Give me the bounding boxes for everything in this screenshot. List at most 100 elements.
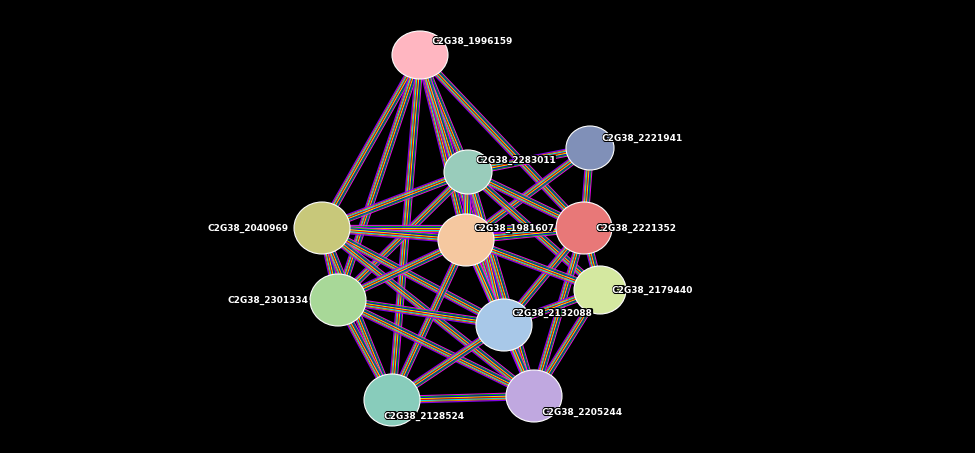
- Text: C2G38_2040969: C2G38_2040969: [208, 223, 290, 232]
- Text: C2G38_2205244: C2G38_2205244: [541, 407, 622, 417]
- Ellipse shape: [476, 299, 532, 351]
- Text: C2G38_2221352: C2G38_2221352: [595, 222, 676, 231]
- Ellipse shape: [556, 202, 612, 254]
- Text: C2G38_2221352: C2G38_2221352: [596, 223, 677, 232]
- Text: C2G38_2283011: C2G38_2283011: [475, 156, 556, 165]
- Text: C2G38_2179440: C2G38_2179440: [611, 286, 692, 295]
- Text: C2G38_1996159: C2G38_1996159: [433, 35, 515, 44]
- Text: C2G38_2132088: C2G38_2132088: [513, 308, 594, 318]
- Text: C2G38_2040969: C2G38_2040969: [208, 222, 290, 231]
- Text: C2G38_2221352: C2G38_2221352: [595, 224, 676, 234]
- Text: C2G38_2132088: C2G38_2132088: [512, 308, 593, 318]
- Text: C2G38_2301334: C2G38_2301334: [227, 295, 308, 304]
- Text: C2G38_2128524: C2G38_2128524: [383, 411, 464, 420]
- Text: C2G38_2205244: C2G38_2205244: [543, 409, 624, 418]
- Ellipse shape: [364, 374, 420, 426]
- Text: C2G38_2128524: C2G38_2128524: [385, 410, 466, 419]
- Text: C2G38_2128524: C2G38_2128524: [384, 411, 465, 420]
- Text: C2G38_2221352: C2G38_2221352: [597, 222, 678, 231]
- Text: C2G38_1996159: C2G38_1996159: [433, 36, 515, 46]
- Text: C2G38_2040969: C2G38_2040969: [206, 224, 287, 234]
- Text: C2G38_1996159: C2G38_1996159: [433, 38, 515, 47]
- Text: C2G38_2128524: C2G38_2128524: [384, 410, 465, 419]
- Text: C2G38_2301334: C2G38_2301334: [228, 295, 309, 304]
- Text: C2G38_2301334: C2G38_2301334: [227, 296, 308, 306]
- Text: C2G38_2205244: C2G38_2205244: [542, 407, 623, 417]
- Text: C2G38_2301334: C2G38_2301334: [227, 294, 308, 304]
- Text: C2G38_2283011: C2G38_2283011: [476, 156, 557, 165]
- Text: C2G38_2128524: C2G38_2128524: [383, 412, 464, 422]
- Text: C2G38_2128524: C2G38_2128524: [384, 412, 465, 422]
- Text: C2G38_2132088: C2G38_2132088: [511, 308, 592, 318]
- Text: C2G38_2221941: C2G38_2221941: [601, 134, 682, 143]
- Text: C2G38_2179440: C2G38_2179440: [612, 286, 693, 295]
- Text: C2G38_2221941: C2G38_2221941: [601, 132, 682, 142]
- Text: C2G38_2179440: C2G38_2179440: [611, 285, 692, 294]
- Text: C2G38_1996159: C2G38_1996159: [431, 36, 513, 46]
- Text: C2G38_2221941: C2G38_2221941: [603, 135, 684, 144]
- Text: C2G38_2301334: C2G38_2301334: [228, 296, 309, 306]
- Text: C2G38_2283011: C2G38_2283011: [477, 156, 558, 165]
- Text: C2G38_1981607: C2G38_1981607: [473, 222, 554, 231]
- Text: C2G38_2221941: C2G38_2221941: [602, 135, 683, 144]
- Text: C2G38_1996159: C2G38_1996159: [431, 35, 513, 44]
- Text: C2G38_2132088: C2G38_2132088: [512, 309, 593, 318]
- Text: C2G38_2221352: C2G38_2221352: [596, 224, 677, 234]
- Text: C2G38_2283011: C2G38_2283011: [477, 155, 558, 164]
- Text: C2G38_2205244: C2G38_2205244: [543, 406, 624, 415]
- Text: C2G38_1981607: C2G38_1981607: [475, 222, 556, 231]
- Text: C2G38_2221941: C2G38_2221941: [602, 134, 683, 143]
- Text: C2G38_2205244: C2G38_2205244: [541, 406, 622, 415]
- Text: C2G38_1996159: C2G38_1996159: [431, 38, 513, 47]
- Text: C2G38_2301334: C2G38_2301334: [229, 294, 310, 304]
- Text: C2G38_2040969: C2G38_2040969: [207, 224, 289, 234]
- Text: C2G38_2283011: C2G38_2283011: [475, 154, 556, 164]
- Text: C2G38_2301334: C2G38_2301334: [229, 296, 310, 306]
- Text: C2G38_2221941: C2G38_2221941: [601, 135, 682, 144]
- Ellipse shape: [574, 266, 626, 314]
- Text: C2G38_2283011: C2G38_2283011: [476, 154, 557, 164]
- Text: C2G38_2040969: C2G38_2040969: [206, 222, 287, 231]
- Text: C2G38_2128524: C2G38_2128524: [385, 411, 466, 420]
- Text: C2G38_2179440: C2G38_2179440: [613, 286, 694, 295]
- Text: C2G38_2283011: C2G38_2283011: [476, 155, 557, 164]
- Ellipse shape: [444, 150, 492, 194]
- Text: C2G38_1996159: C2G38_1996159: [432, 38, 514, 47]
- Text: C2G38_1981607: C2G38_1981607: [474, 223, 555, 232]
- Text: C2G38_1981607: C2G38_1981607: [475, 224, 556, 234]
- Text: C2G38_2221352: C2G38_2221352: [595, 223, 676, 232]
- Text: C2G38_2040969: C2G38_2040969: [207, 223, 289, 232]
- Text: C2G38_2205244: C2G38_2205244: [541, 409, 622, 418]
- Text: C2G38_2205244: C2G38_2205244: [543, 407, 624, 417]
- Text: C2G38_2221352: C2G38_2221352: [597, 223, 678, 232]
- Text: C2G38_2040969: C2G38_2040969: [207, 222, 289, 231]
- Ellipse shape: [566, 126, 614, 170]
- Ellipse shape: [392, 31, 448, 79]
- Ellipse shape: [294, 202, 350, 254]
- Text: C2G38_2128524: C2G38_2128524: [385, 412, 466, 422]
- Ellipse shape: [438, 214, 494, 266]
- Text: C2G38_2283011: C2G38_2283011: [477, 154, 558, 164]
- Text: C2G38_2132088: C2G38_2132088: [513, 309, 594, 318]
- Text: C2G38_1981607: C2G38_1981607: [474, 222, 555, 231]
- Text: C2G38_2221352: C2G38_2221352: [597, 224, 678, 234]
- Text: C2G38_2179440: C2G38_2179440: [613, 284, 694, 294]
- Text: C2G38_2132088: C2G38_2132088: [511, 308, 592, 317]
- Text: C2G38_2040969: C2G38_2040969: [206, 223, 287, 232]
- Text: C2G38_2205244: C2G38_2205244: [542, 406, 623, 415]
- Text: C2G38_2179440: C2G38_2179440: [612, 285, 693, 294]
- Text: C2G38_1981607: C2G38_1981607: [474, 224, 555, 234]
- Text: C2G38_2179440: C2G38_2179440: [613, 285, 694, 294]
- Text: C2G38_2221941: C2G38_2221941: [603, 134, 684, 143]
- Text: C2G38_2132088: C2G38_2132088: [512, 308, 593, 317]
- Text: C2G38_2132088: C2G38_2132088: [511, 309, 592, 318]
- Text: C2G38_1981607: C2G38_1981607: [473, 224, 554, 234]
- Text: C2G38_1996159: C2G38_1996159: [432, 35, 514, 44]
- Text: C2G38_2221941: C2G38_2221941: [603, 132, 684, 142]
- Text: C2G38_2128524: C2G38_2128524: [383, 410, 464, 419]
- Text: C2G38_2283011: C2G38_2283011: [475, 155, 556, 164]
- Text: C2G38_2301334: C2G38_2301334: [229, 295, 310, 304]
- Text: C2G38_2179440: C2G38_2179440: [612, 284, 693, 294]
- Text: C2G38_1981607: C2G38_1981607: [473, 223, 554, 232]
- Text: C2G38_2301334: C2G38_2301334: [228, 294, 309, 304]
